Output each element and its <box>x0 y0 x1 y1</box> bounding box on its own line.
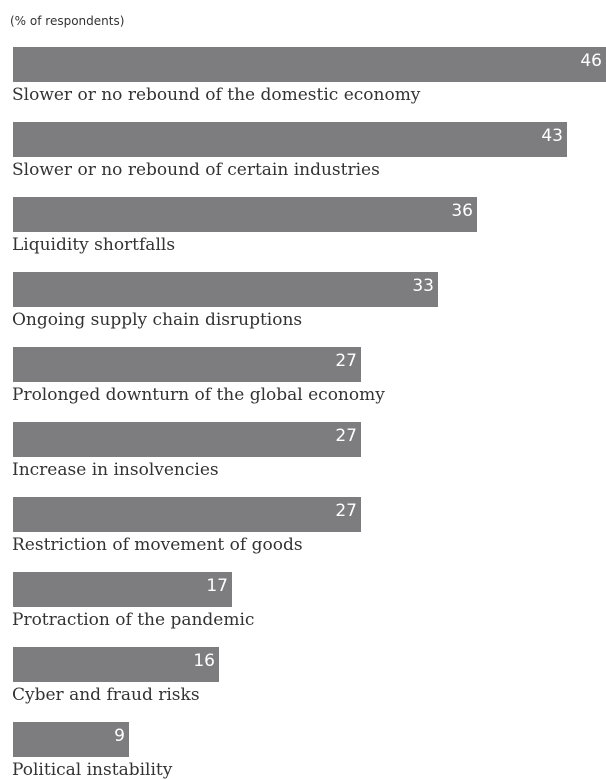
bar <box>13 197 477 232</box>
bar-value-label: 36 <box>451 201 473 221</box>
bar-value-label: 33 <box>412 276 434 296</box>
category-label: Slower or no rebound of certain industri… <box>12 160 380 180</box>
bar <box>13 272 438 307</box>
category-label: Slower or no rebound of the domestic eco… <box>12 85 421 105</box>
bar <box>13 722 129 757</box>
bar-value-label: 46 <box>580 51 602 71</box>
bar <box>13 497 361 532</box>
bar <box>13 647 219 682</box>
bar-value-label: 17 <box>206 576 228 596</box>
category-label: Ongoing supply chain disruptions <box>12 310 303 330</box>
bar-value-label: 27 <box>335 351 357 371</box>
bar <box>13 572 232 607</box>
category-label: Protraction of the pandemic <box>12 610 255 630</box>
bar-value-label: 16 <box>193 651 215 671</box>
category-label: Liquidity shortfalls <box>12 235 176 255</box>
category-label: Prolonged downturn of the global economy <box>12 385 385 405</box>
bar <box>13 347 361 382</box>
bar <box>13 122 567 157</box>
bar <box>13 422 361 457</box>
bar <box>13 47 606 82</box>
unit-note: (% of respondents) <box>10 14 125 28</box>
category-label: Increase in insolvencies <box>12 460 219 480</box>
category-label: Political instability <box>12 760 173 780</box>
category-label: Restriction of movement of goods <box>12 535 303 555</box>
category-label: Cyber and fraud risks <box>12 685 200 705</box>
bar-value-label: 27 <box>335 426 357 446</box>
bar-value-label: 27 <box>335 501 357 521</box>
bar-value-label: 9 <box>114 726 125 746</box>
bar-value-label: 43 <box>541 126 563 146</box>
